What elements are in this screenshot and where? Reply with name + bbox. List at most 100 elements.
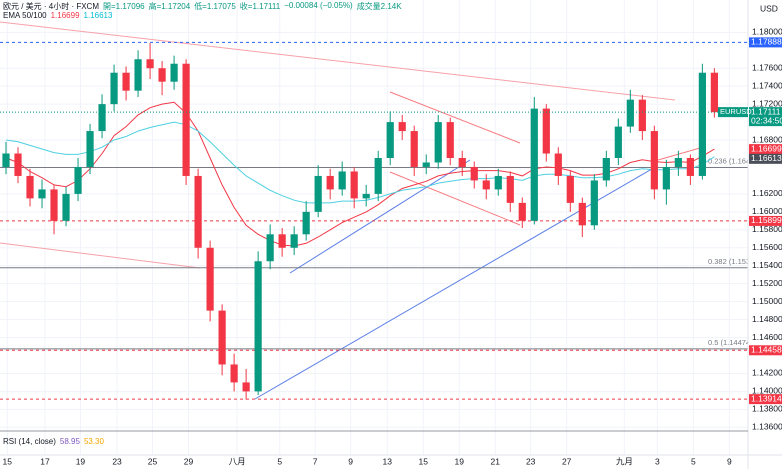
candle-body	[26, 175, 34, 199]
candle-body	[170, 63, 178, 82]
plot: 0.236 (1.16494) 0.382 (1.15377) 0.5 (1.144…	[0, 41, 761, 400]
candle-body	[662, 166, 670, 190]
candle-body	[686, 157, 694, 176]
candle-body	[254, 261, 262, 392]
candle-body	[278, 234, 286, 248]
candle-body	[86, 131, 94, 167]
candle-body	[710, 72, 718, 113]
y-tick-label: 1.14600	[752, 332, 782, 342]
ohlc-text: 高=1.17204	[148, 2, 191, 11]
candle-body	[398, 122, 406, 132]
candle-body	[110, 72, 118, 105]
candle-body	[206, 247, 214, 311]
trend-line	[389, 171, 521, 226]
x-tick-label: 19	[455, 456, 465, 466]
indicator-header: EMA 50/100 1.16699 1.16613	[3, 11, 112, 20]
candle-body	[2, 153, 10, 167]
ema-value: 1.16613	[83, 11, 113, 20]
candle-body	[614, 126, 622, 158]
y-tick-label: 1.15000	[752, 296, 782, 306]
y-tick-label: 1.17400	[752, 80, 782, 90]
x-tick-label: 25	[148, 456, 158, 466]
y-tick-label: 1.15200	[752, 278, 782, 288]
y-tick-label: 1.18000	[752, 27, 782, 37]
ohlc-text: −0.00084 (−0.05%)	[284, 1, 353, 10]
candle-body	[38, 189, 46, 199]
candle-body	[158, 68, 166, 82]
last-price-label: 1.17111	[751, 106, 781, 116]
candle-body	[314, 175, 322, 212]
candle-body	[146, 59, 154, 69]
indicator-label: EMA 50/100	[3, 11, 47, 20]
candle-body	[554, 153, 562, 176]
trend-line	[0, 242, 201, 269]
candle-body	[62, 193, 70, 221]
ohlc-text: 收=1.17111	[239, 2, 281, 11]
candle-body	[74, 166, 82, 194]
candle-body	[182, 63, 190, 176]
candle-body	[98, 104, 106, 132]
price-line-label: 1.14458	[751, 345, 782, 355]
x-tick-label: 23	[526, 456, 536, 466]
candle-body	[218, 310, 226, 365]
candle-body	[326, 175, 334, 190]
ema-axis-label: 1.16699	[751, 143, 782, 153]
candle-body	[578, 202, 586, 226]
ema-line	[5, 101, 715, 247]
last-price-bg	[749, 107, 782, 127]
x-tick-label: 13	[382, 456, 392, 466]
candle-body	[386, 122, 394, 158]
x-tick-label: 9	[348, 456, 353, 466]
rsi-value: 53.30	[83, 437, 104, 446]
y-tick-label: 1.16000	[752, 206, 782, 216]
trend-line	[657, 147, 701, 161]
candle-body	[350, 171, 358, 199]
countdown-label: 02:34:50	[751, 115, 782, 125]
x-tick-label: 5	[277, 456, 282, 466]
x-tick-label: 17	[40, 456, 50, 466]
candle-body	[506, 175, 514, 203]
candle-body	[698, 72, 706, 176]
y-tick-label: 1.15600	[752, 242, 782, 252]
candle-body	[626, 99, 634, 127]
x-tick-label: 7	[313, 456, 318, 466]
ohlc-text: 低=1.17075	[194, 2, 236, 11]
x-tick-label: 29	[184, 456, 194, 466]
ema-line	[5, 121, 715, 204]
candle-body	[374, 157, 382, 194]
candle-body	[446, 122, 454, 158]
symbol-tag: EURUSD	[720, 107, 752, 116]
y-tick-label: 1.15800	[752, 224, 782, 234]
price-axis	[748, 0, 782, 469]
symbol-title: 欧元 / 美元 · 4小时 · FXCM	[3, 2, 99, 11]
x-tick-label: 15	[2, 456, 12, 466]
fib-label: 0.382 (1.15377)	[708, 257, 761, 266]
y-tick-label: 1.13800	[752, 404, 782, 414]
y-tick-label: 1.17200	[752, 98, 782, 108]
fib-label: 0.236 (1.16494)	[708, 156, 761, 165]
y-tick-label: 1.16800	[752, 134, 782, 144]
y-tick-label: 1.15400	[752, 260, 782, 270]
y-tick-label: 1.17600	[752, 62, 782, 72]
candle-body	[362, 193, 370, 199]
x-tick-label: 八月	[229, 456, 246, 466]
ema-axis-label-bg	[749, 144, 782, 155]
rsi-label: RSI (14, close)	[3, 437, 56, 446]
fib-label: 0.5 (1.14474)	[708, 338, 753, 347]
x-tick-label: 5	[691, 456, 696, 466]
y-tick-label: 1.14800	[752, 314, 782, 324]
axis: 1.18000 1.17600 1.17400 1.17200 1.16800 1.162…	[2, 27, 782, 466]
candle-body	[242, 382, 250, 392]
x-tick-label: 15	[418, 456, 428, 466]
price-line-label: 1.15899	[751, 215, 782, 225]
candle-body	[566, 175, 574, 203]
candle-body	[482, 180, 490, 190]
x-tick-label: 9	[727, 456, 732, 466]
price-line-label-bg	[749, 345, 782, 356]
candle-body	[638, 99, 646, 132]
ema-axis-label-bg	[749, 153, 782, 164]
y-tick-label: 1.16200	[752, 188, 782, 198]
